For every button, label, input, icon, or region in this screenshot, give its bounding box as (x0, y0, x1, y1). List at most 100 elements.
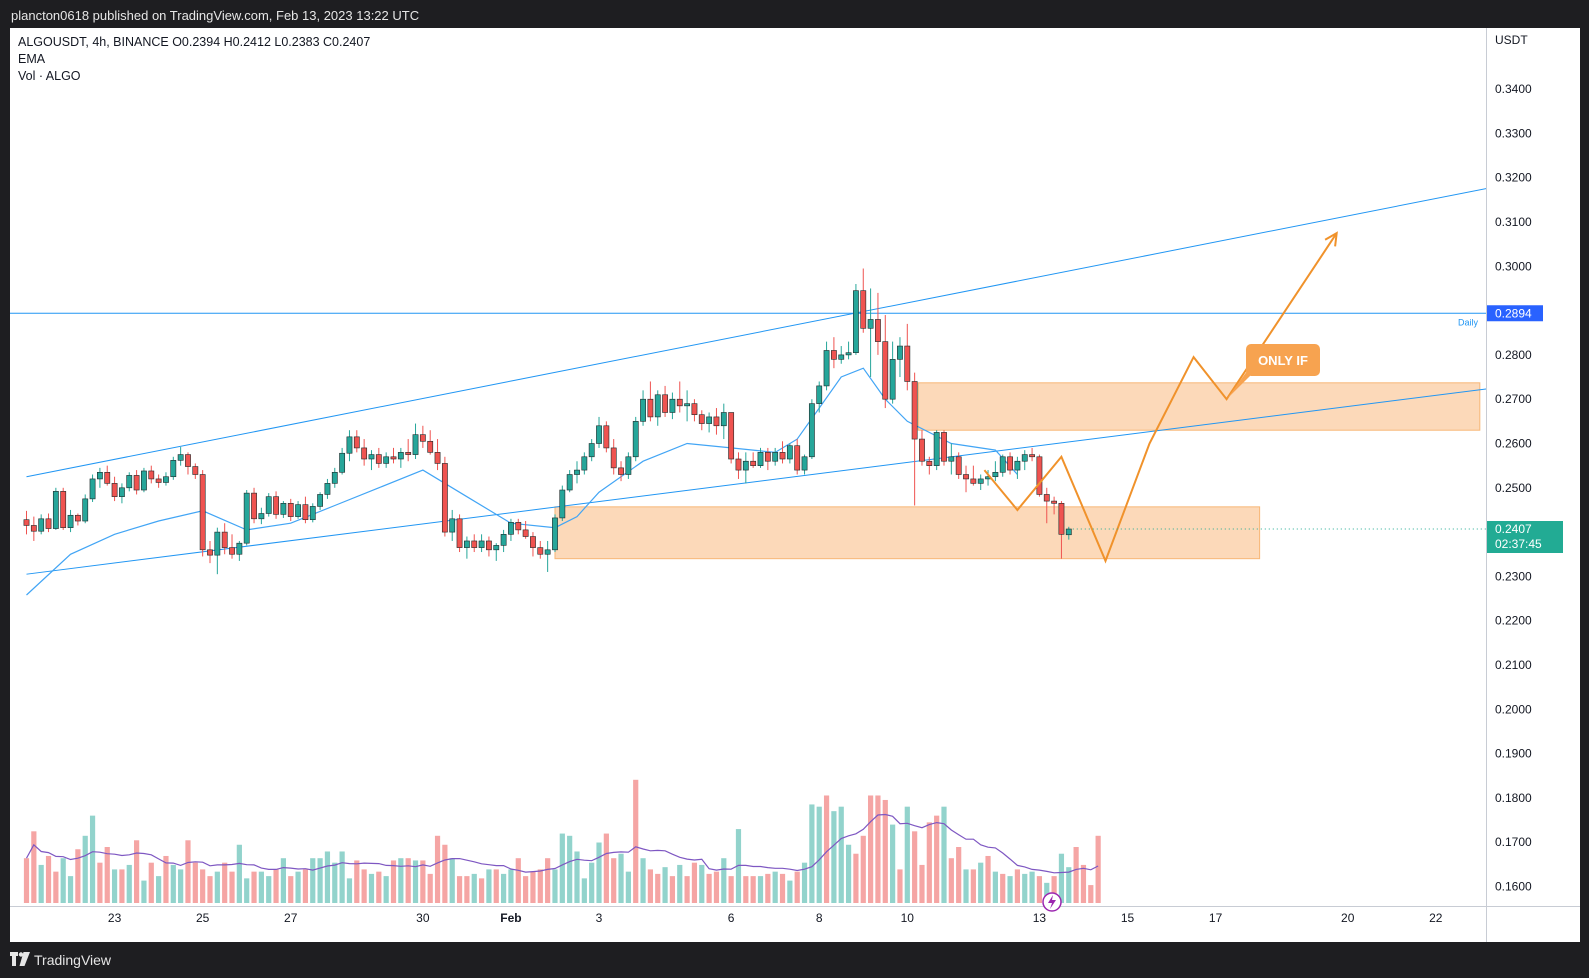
candle (1014, 456, 1021, 479)
volume-bar (310, 858, 316, 903)
y-tick-label: 0.2200 (1495, 614, 1532, 628)
x-tick-label: 8 (816, 911, 823, 925)
candle-body (867, 319, 874, 329)
volume-bar (111, 869, 118, 903)
volume-bar (141, 880, 147, 903)
candle (353, 430, 360, 453)
candle-body (750, 460, 757, 466)
volume-bar (611, 858, 617, 903)
volume-bar (860, 835, 866, 903)
volume-bar (368, 873, 375, 903)
candle-body (948, 456, 955, 462)
volume-bar (713, 871, 720, 903)
candle-body (566, 474, 573, 491)
candle (544, 540, 551, 572)
candle-body (926, 460, 933, 466)
candle (375, 447, 382, 468)
volume-legend[interactable]: Vol · ALGO (18, 69, 81, 83)
candle-body (251, 492, 257, 520)
y-tick-label: 0.3200 (1495, 171, 1532, 185)
candle-body (625, 456, 632, 475)
x-tick-label: 30 (416, 911, 430, 925)
candle-body (339, 452, 346, 473)
candle (853, 284, 859, 355)
volume-bar (45, 855, 52, 903)
ema-legend[interactable]: EMA (18, 52, 46, 66)
candle (1021, 450, 1028, 471)
volume-bar (442, 844, 448, 903)
candle (794, 439, 801, 475)
volume-bar (603, 833, 609, 903)
candle (104, 465, 111, 486)
candle-body (816, 385, 823, 404)
volume-bar (545, 858, 551, 903)
candle (500, 529, 507, 553)
candle-body (353, 436, 360, 449)
candle (133, 470, 140, 495)
volume-bar (1000, 873, 1006, 903)
volume-bar (317, 858, 323, 903)
y-tick-label: 0.1800 (1495, 791, 1532, 805)
volume-bar (970, 869, 976, 903)
volume-bar (207, 876, 213, 903)
candle-body (515, 522, 522, 531)
candle-body (368, 454, 375, 460)
candle-body (911, 381, 918, 440)
candle (324, 478, 331, 499)
candle-body (698, 414, 705, 424)
volume-bar (706, 873, 712, 903)
candle-body (390, 456, 397, 460)
candle (45, 513, 52, 533)
volume-bar (523, 876, 529, 903)
symbol-ohlc-line[interactable]: ALGOUSDT, 4h, BINANCE O0.2394 H0.2412 L0… (18, 35, 371, 49)
candle-body (779, 452, 786, 460)
volume-bar (31, 831, 37, 903)
volume-bar (757, 876, 764, 903)
volume-bar (1051, 876, 1057, 903)
daily-level-tag-text: 0.2894 (1495, 306, 1532, 320)
volume-bar (699, 864, 705, 903)
volume-bar (838, 806, 844, 903)
volume-bar (926, 822, 932, 903)
candle (728, 412, 735, 464)
volume-bar (596, 842, 602, 903)
candle (456, 514, 463, 553)
candle-body (654, 394, 661, 418)
channel-trendline (26, 188, 1486, 478)
candle (977, 474, 984, 491)
lightning-icon[interactable] (1042, 892, 1062, 912)
candle (772, 447, 779, 466)
candle (192, 463, 199, 479)
candle (317, 492, 323, 510)
candle (933, 430, 940, 471)
candle (581, 452, 588, 475)
volume-bar (897, 869, 903, 903)
candle (618, 461, 624, 482)
volume-bar (163, 855, 169, 903)
candle (155, 474, 162, 488)
tradingview-brand[interactable]: TradingView (34, 952, 112, 968)
volume-bar (302, 869, 309, 903)
volume-bar (75, 849, 81, 903)
candle-body (177, 454, 184, 461)
volume-bar (339, 851, 345, 903)
candle (30, 516, 37, 541)
candle (786, 443, 793, 464)
candle (647, 381, 654, 422)
candle (816, 381, 823, 413)
volume-bar (493, 869, 499, 903)
candle-body (500, 534, 507, 546)
volume-bar (1073, 847, 1079, 903)
candle-body (889, 359, 896, 400)
candle (163, 472, 169, 486)
candle-body (493, 545, 500, 551)
tradingview-logo-icon[interactable] (10, 952, 30, 966)
candle-body (508, 522, 514, 535)
candle (471, 534, 478, 553)
candle (493, 543, 500, 561)
volume-bar (258, 871, 264, 903)
candle-body (67, 514, 74, 528)
candle (1051, 496, 1057, 515)
candle-body (772, 452, 779, 462)
